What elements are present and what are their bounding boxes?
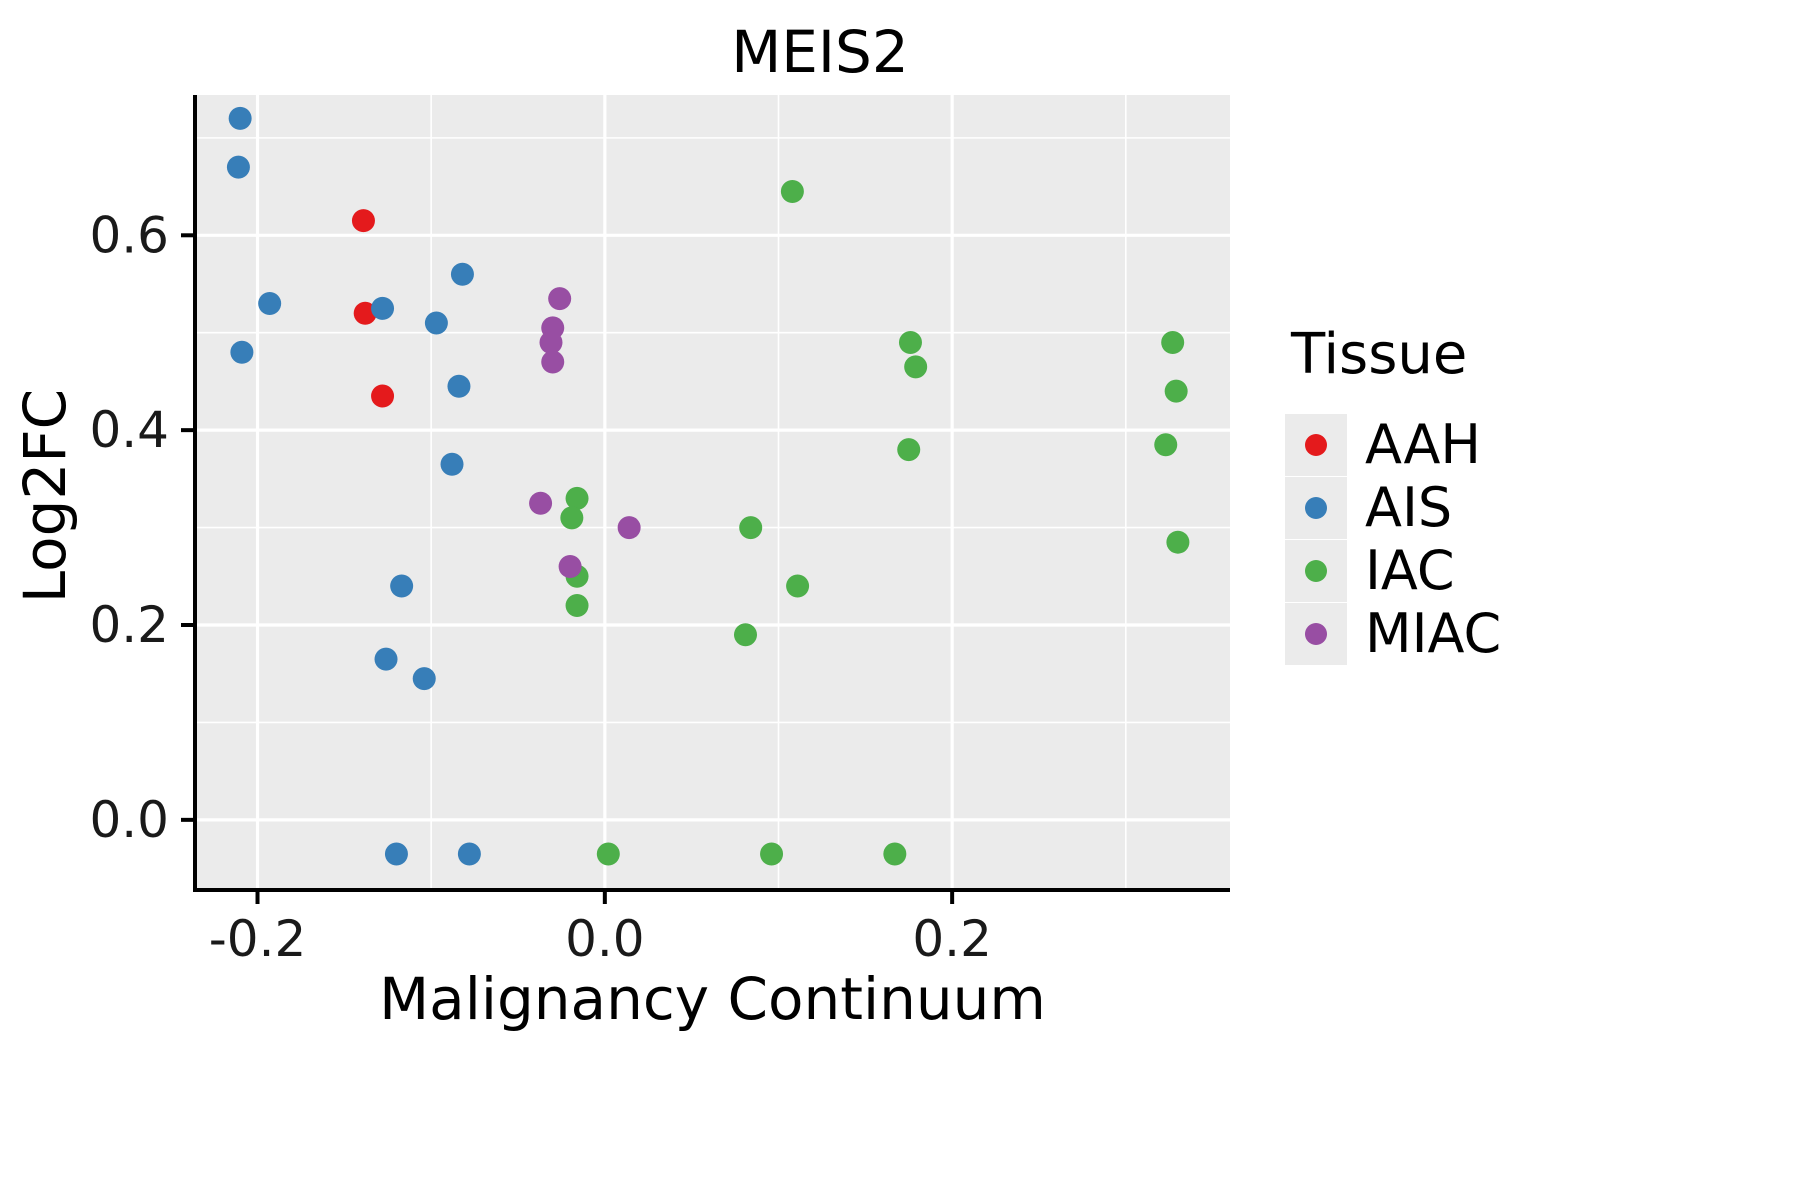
data-point-IAC [897,438,921,462]
data-point-MIAC [548,287,572,311]
data-point-MIAC [617,516,641,540]
legend-entries: AAH AIS IAC MIAC [1285,413,1501,665]
data-point-MIAC [539,330,563,354]
legend-key [1285,539,1347,602]
data-point-IAC [596,842,620,866]
data-point-AIS [258,291,282,315]
data-point-IAC [1166,530,1190,554]
data-point-AIS [457,842,481,866]
legend-label: MIAC [1365,602,1502,665]
data-point-IAC [739,516,763,540]
data-point-IAC [883,842,907,866]
data-point-IAC [1154,433,1178,457]
data-point-AIS [440,452,464,476]
data-point-IAC [786,574,810,598]
x-tick-label: 0.2 [912,910,992,968]
legend-label: AAH [1365,413,1481,476]
data-point-AIS [384,842,408,866]
y-tick-label: 0.6 [89,206,169,264]
panel-background [195,95,1230,890]
data-point-AAH [371,384,395,408]
data-point-AIS [230,340,254,364]
y-tick-label: 0.4 [89,401,169,459]
data-point-AAH [353,301,377,325]
legend-key [1285,476,1347,539]
data-point-AIS [374,647,398,671]
legend: Tissue AAH AIS IAC MIAC [1285,322,1501,665]
legend-label: AIS [1365,476,1453,539]
data-point-AIS [412,667,436,691]
data-point-AAH [351,209,375,233]
data-point-IAC [780,179,804,203]
data-point-IAC [898,330,922,354]
legend-dot-icon [1305,496,1327,519]
data-point-IAC [565,594,589,618]
data-point-MIAC [541,350,565,374]
legend-entry-IAC: IAC [1285,539,1501,602]
x-axis-title: Malignancy Continuum [379,965,1046,1033]
data-point-IAC [560,506,584,530]
data-point-AIS [447,374,471,398]
data-point-AIS [228,106,252,130]
data-point-IAC [1161,330,1185,354]
legend-entry-AIS: AIS [1285,476,1501,539]
data-point-IAC [1164,379,1188,403]
data-point-AIS [390,574,414,598]
legend-dot-icon [1305,559,1327,582]
legend-dot-icon [1305,622,1327,645]
legend-key [1285,602,1347,665]
data-point-IAC [904,355,928,379]
x-tick-label: -0.2 [209,910,307,968]
legend-dot-icon [1305,433,1327,456]
data-point-MIAC [529,491,553,515]
legend-key [1285,413,1347,476]
y-tick-label: 0.0 [89,791,169,849]
legend-label: IAC [1365,539,1455,602]
plot-title: MEIS2 [731,18,909,86]
data-point-AIS [371,296,395,320]
legend-entry-AAH: AAH [1285,413,1501,476]
data-point-IAC [565,486,589,510]
data-point-AIS [450,262,474,286]
data-point-AIS [424,311,448,335]
data-point-MIAC [558,555,582,579]
legend-entry-MIAC: MIAC [1285,602,1501,665]
data-point-AIS [226,155,250,179]
legend-title: Tissue [1291,322,1468,387]
y-axis-title: Log2FC [11,388,79,604]
data-point-IAC [733,623,757,647]
y-tick-label: 0.2 [89,596,169,654]
x-tick-label: 0.0 [565,910,645,968]
data-point-IAC [760,842,784,866]
